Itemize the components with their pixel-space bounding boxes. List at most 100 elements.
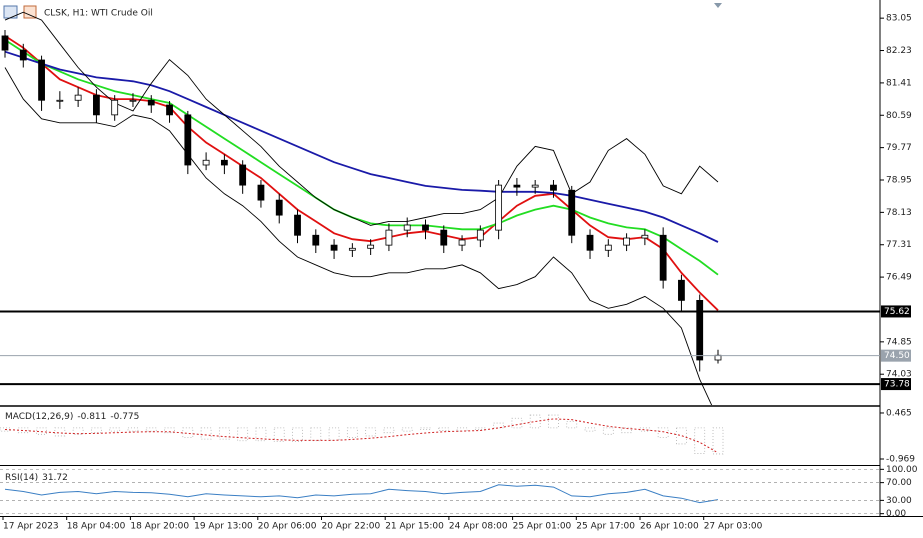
plot-area (4, 484, 719, 504)
candle-body (1, 35, 9, 51)
x-tick-label: 19 Apr 13:00 (194, 522, 253, 532)
candle-body (239, 164, 247, 186)
candle-body (495, 184, 503, 231)
macd-bar (676, 427, 687, 445)
macd-bar (401, 427, 413, 432)
plot-area (1, 11, 722, 405)
x-tick-label: 25 Apr 01:00 (513, 522, 572, 532)
candle-body (166, 104, 173, 116)
y-tick-label: 74.03 (886, 370, 912, 380)
x-tick-label: 20 Apr 22:00 (322, 522, 381, 532)
candle-body (74, 94, 82, 101)
x-tick-label: 24 Apr 08:00 (449, 522, 508, 532)
line (4, 35, 719, 311)
candle-body (531, 184, 539, 188)
candle-body (19, 49, 27, 61)
y-tick-label: 79.77 (886, 143, 912, 153)
candle-body (550, 184, 557, 191)
line (4, 418, 719, 454)
chart-title: CLSK, H1: WTI Crude Oil (44, 9, 153, 19)
x-tick-label: 18 Apr 04:00 (67, 522, 126, 532)
y-tick-label: 70.00 (886, 478, 912, 488)
y-tick-label: 77.31 (886, 240, 912, 250)
macd-bar (0, 427, 11, 432)
y-tick-label: 76.49 (886, 273, 912, 283)
candle-body (257, 184, 265, 201)
candle-body (385, 229, 393, 246)
candle-body (220, 159, 228, 166)
macd-bar (182, 427, 194, 438)
candle-body (275, 199, 283, 216)
y-tick-label: 100.00 (886, 465, 918, 475)
candle-body (422, 224, 429, 231)
y-tick-label: 82.23 (886, 46, 912, 56)
macd-bar (493, 422, 505, 429)
line (4, 67, 713, 405)
y-tick-label: 83.05 (886, 14, 912, 24)
last-price-box (881, 349, 911, 362)
x-tick-label: 17 Apr 2023 (3, 522, 59, 532)
x-tick-label: 27 Apr 03:00 (704, 522, 763, 532)
macd-bar (346, 427, 358, 438)
candle-body (696, 299, 704, 361)
candle-body (568, 189, 576, 236)
macd-bar (72, 427, 84, 435)
macd-bar (529, 414, 541, 429)
candle-body (513, 184, 521, 188)
macd-bar (548, 414, 559, 429)
candle-body (476, 229, 484, 241)
candle-body (641, 234, 649, 239)
rsi-label: RSI(14) 31.72 (5, 473, 68, 483)
candle-body (458, 239, 466, 246)
candle-body (147, 99, 155, 106)
candle-body (38, 59, 45, 101)
app-icon (3, 5, 37, 19)
candle-body (129, 99, 137, 102)
y-tick-label: 80.59 (886, 111, 912, 121)
macd-bar (36, 427, 47, 435)
candle-body (367, 244, 375, 249)
macd-bar (127, 427, 139, 432)
line (4, 484, 719, 504)
macd-label: MACD(12,26,9) -0.811 -0.775 (5, 412, 139, 422)
x-tick-label: 21 Apr 15:00 (385, 522, 444, 532)
candle-body (330, 244, 338, 251)
candle-body (623, 237, 630, 246)
macd-bar (164, 427, 175, 434)
x-tick-label: 20 Apr 06:00 (258, 522, 317, 532)
macd-bar (602, 427, 614, 435)
macd-bar (109, 427, 121, 432)
y-tick-label: 74.85 (886, 337, 912, 347)
macd-bar (218, 427, 230, 440)
macd-bar (145, 427, 157, 432)
candle-body (348, 247, 356, 251)
candle-body (586, 234, 594, 251)
candle-body (93, 94, 100, 116)
macd-bar (566, 421, 578, 429)
candle-body (678, 279, 685, 301)
line (4, 39, 719, 276)
macd-bar (383, 427, 395, 434)
candle-body (312, 234, 320, 246)
macd-bar (310, 427, 322, 442)
line (4, 11, 719, 226)
x-tick-label: 26 Apr 10:00 (640, 522, 699, 532)
macd-bar (657, 427, 669, 438)
macd-bar (91, 427, 102, 434)
plot-area (0, 414, 724, 455)
line (4, 50, 719, 243)
level-label: 75.62 (884, 307, 910, 317)
macd-bar (255, 427, 267, 442)
macd-bar (511, 417, 523, 429)
y-tick-label: 0.465 (886, 408, 912, 418)
y-tick-label: 81.41 (886, 78, 912, 88)
candle-body (403, 224, 411, 231)
y-tick-label: 30.00 (886, 496, 912, 506)
y-tick-label: 78.95 (886, 176, 912, 186)
level-label-box (881, 378, 911, 391)
candle-body (659, 234, 667, 281)
macd-bar (584, 427, 596, 432)
